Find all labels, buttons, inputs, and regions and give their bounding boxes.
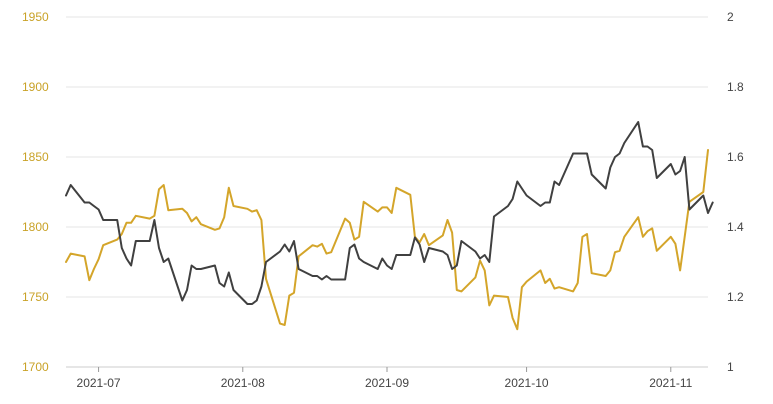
left-tick-label: 1900	[22, 80, 49, 94]
right-tick-label: 1.4	[727, 220, 744, 234]
x-axis: 2021-07 2021-08 2021-09 2021-10 2021-11	[66, 366, 708, 390]
x-tick-label: 2021-10	[505, 376, 549, 390]
series-line-right-axis	[65, 121, 714, 305]
right-tick-label: 1	[727, 360, 734, 374]
gridlines	[66, 16, 708, 368]
left-tick-label: 1850	[22, 150, 49, 164]
x-tick-label: 2021-08	[221, 376, 265, 390]
right-tick-label: 2	[727, 10, 734, 24]
x-tick-label: 2021-07	[77, 376, 121, 390]
left-tick-label: 1950	[22, 10, 49, 24]
right-axis: 2 1.8 1.6 1.4 1.2 1	[727, 10, 744, 374]
left-axis: 1950 1900 1850 1800 1750 1700	[22, 10, 49, 374]
right-tick-label: 1.8	[727, 80, 744, 94]
series-line-left-axis	[65, 149, 709, 331]
right-tick-label: 1.2	[727, 290, 744, 304]
left-tick-label: 1700	[22, 360, 49, 374]
x-tick-label: 2021-09	[365, 376, 409, 390]
left-tick-label: 1800	[22, 220, 49, 234]
right-tick-label: 1.6	[727, 150, 744, 164]
x-tick-label: 2021-11	[649, 376, 692, 390]
left-tick-label: 1750	[22, 290, 49, 304]
series-group	[65, 121, 714, 331]
